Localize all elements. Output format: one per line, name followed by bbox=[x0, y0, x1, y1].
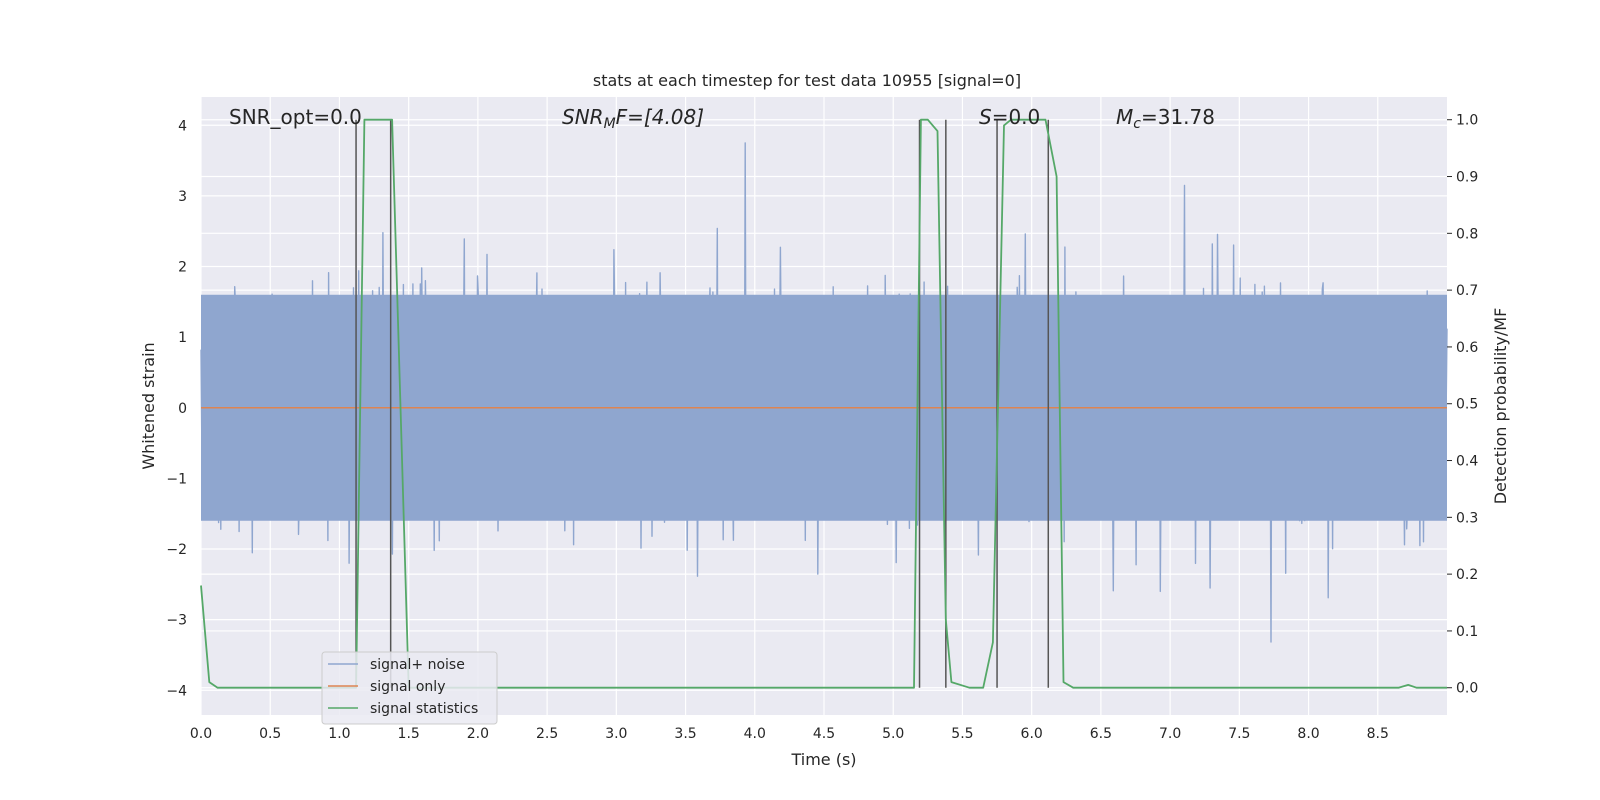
y2-tick-label: 0.9 bbox=[1456, 170, 1478, 186]
annotation-mc-sub: c bbox=[1133, 116, 1141, 132]
legend-box bbox=[321, 651, 498, 725]
x-tick-label: 0.5 bbox=[259, 726, 281, 742]
y2-tick-label: 0.1 bbox=[1456, 624, 1478, 640]
x-tick-label: 5.0 bbox=[882, 726, 904, 742]
y-tick-label: 1 bbox=[178, 330, 187, 346]
y-tick-label: −4 bbox=[166, 683, 187, 699]
x-tick-label: 8.5 bbox=[1367, 726, 1389, 742]
annotation-snr-mf-sub: M bbox=[604, 116, 616, 132]
y2-tick-label: 0.6 bbox=[1456, 340, 1478, 356]
y-tick-label: 4 bbox=[178, 118, 187, 134]
x-tick-label: 7.5 bbox=[1228, 726, 1250, 742]
legend-label-signal-statistics: signal statistics bbox=[370, 701, 478, 717]
annotation-s-italic: S bbox=[979, 105, 992, 129]
legend-label-signal-only: signal only bbox=[370, 679, 445, 695]
annotation-mc-base: M bbox=[1116, 105, 1133, 129]
signal-statistics-series bbox=[200, 118, 1447, 689]
annotation-s-tail: =0.0 bbox=[992, 105, 1041, 129]
x-tick-label: 6.5 bbox=[1090, 726, 1112, 742]
annotation-snr-mf-base: SNR bbox=[562, 105, 604, 129]
signal-statistics-line bbox=[200, 118, 1447, 689]
x-tick-label: 0.0 bbox=[190, 726, 212, 742]
y-axis-label: Whitened strain bbox=[139, 342, 158, 469]
x-tick-label: 4.0 bbox=[744, 726, 766, 742]
x-tick-label: 2.0 bbox=[467, 726, 489, 742]
x-tick-label: 4.5 bbox=[813, 726, 835, 742]
y2-tick-label: 0.0 bbox=[1456, 681, 1478, 697]
y2-tick-label: 0.3 bbox=[1456, 510, 1478, 526]
x-tick-label: 2.5 bbox=[536, 726, 558, 742]
x-tick-label: 8.0 bbox=[1297, 726, 1319, 742]
x-tick-label: 5.5 bbox=[951, 726, 973, 742]
x-tick-label: 1.0 bbox=[328, 726, 350, 742]
annotation-snr-mf: SNRMF=[4.08] bbox=[562, 105, 704, 132]
y-tick-label: 3 bbox=[178, 189, 187, 205]
y2-axis-ticks: 0.0 0.1 0.2 0.3 0.4 0.5 0.6 0.7 0.8 0.9 1.0 bbox=[1447, 113, 1478, 697]
annotation-snr-mf-tail: F=[4.08] bbox=[616, 105, 704, 129]
x-axis-ticks: 0.0 0.5 1.0 1.5 2.0 2.5 3.0 3.5 4.0 4.5 5.0 5.5 6.0 6… bbox=[190, 726, 1389, 742]
x-tick-label: 1.5 bbox=[398, 726, 420, 742]
y2-tick-label: 0.5 bbox=[1456, 397, 1478, 413]
y-tick-label: −1 bbox=[166, 471, 187, 487]
y-tick-label: 0 bbox=[178, 401, 187, 417]
annotation-snr-opt: SNR_opt=0.0 bbox=[229, 105, 362, 129]
chart-title: stats at each timestep for test data 109… bbox=[593, 71, 1021, 90]
legend-label-signal-noise: signal+ noise bbox=[370, 657, 465, 673]
x-tick-label: 3.5 bbox=[674, 726, 696, 742]
y2-tick-label: 0.8 bbox=[1456, 226, 1478, 242]
y2-tick-label: 0.4 bbox=[1456, 454, 1478, 470]
y2-tick-label: 1.0 bbox=[1456, 113, 1478, 129]
y2-tick-label: 0.2 bbox=[1456, 567, 1478, 583]
y2-tick-label: 0.7 bbox=[1456, 283, 1478, 299]
y-tick-label: −2 bbox=[166, 542, 187, 558]
x-tick-label: 6.0 bbox=[1021, 726, 1043, 742]
x-axis-label: Time (s) bbox=[790, 750, 856, 769]
y-tick-label: 2 bbox=[178, 260, 187, 276]
y2-axis-label: Detection probability/MF bbox=[1491, 308, 1510, 505]
annotation-mc: Mc=31.78 bbox=[1116, 105, 1215, 132]
y-axis-ticks: −4 −3 −2 −1 0 1 2 3 4 bbox=[166, 118, 187, 699]
y-tick-label: −3 bbox=[166, 613, 187, 629]
legend: signal+ noise signal only signal statist… bbox=[321, 651, 498, 725]
x-tick-label: 3.0 bbox=[605, 726, 627, 742]
annotation-mc-tail: =31.78 bbox=[1141, 105, 1215, 129]
annotation-s: S=0.0 bbox=[979, 105, 1040, 129]
x-tick-label: 7.0 bbox=[1159, 726, 1181, 742]
